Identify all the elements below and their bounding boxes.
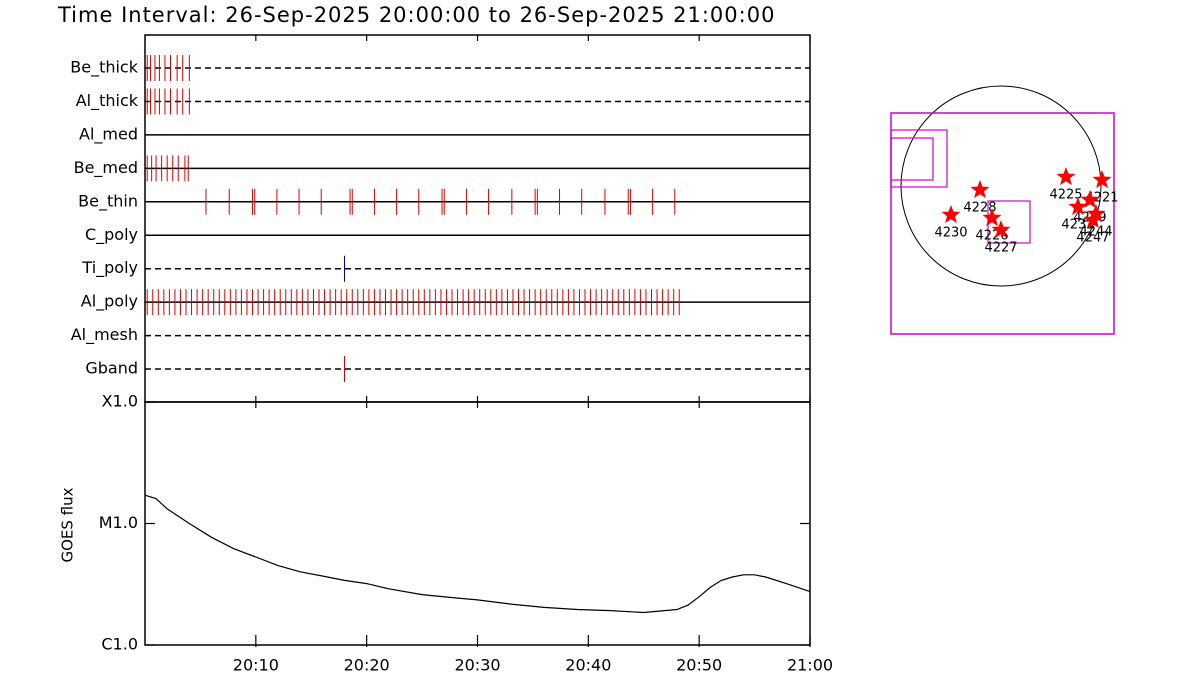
filter-label: Al_med — [79, 124, 138, 144]
region-label: 4247 — [1076, 230, 1109, 245]
region-label: 4225 — [1049, 188, 1082, 203]
region-label: 4232 — [1061, 218, 1094, 233]
y-tick-label: C1.0 — [101, 635, 138, 654]
region-star — [970, 180, 990, 198]
filter-label: Ti_poly — [81, 258, 138, 278]
fov-box — [890, 112, 1115, 335]
region-star — [1083, 210, 1103, 228]
fov-box — [890, 137, 934, 181]
x-tick-label: 20:40 — [565, 656, 611, 675]
filter-label: Be_thick — [70, 58, 138, 78]
region-label: 4228 — [963, 200, 996, 215]
region-star — [1080, 190, 1100, 208]
x-tick-label: 20:20 — [344, 656, 390, 675]
x-tick-label: 21:00 — [787, 656, 833, 675]
filter-label: Al_mesh — [71, 325, 138, 345]
x-tick-label: 20:30 — [454, 656, 500, 675]
filter-label: Gband — [85, 359, 138, 378]
filter-label: Al_thick — [76, 91, 139, 111]
region-star — [941, 205, 961, 223]
title: Time Interval: 26-Sep-2025 20:00:00 to 2… — [57, 3, 775, 27]
filter-label: C_poly — [85, 225, 138, 245]
x-tick-label: 20:10 — [233, 656, 279, 675]
region-star — [991, 220, 1011, 238]
y-tick-label: X1.0 — [102, 392, 138, 411]
region-label: 4244 — [1079, 225, 1112, 240]
solar-disk — [900, 85, 1102, 287]
region-star — [982, 208, 1002, 227]
filter-label: Al_poly — [81, 292, 138, 312]
y-axis-label: GOES flux — [59, 487, 77, 562]
y-tick-label: M1.0 — [99, 513, 138, 532]
region-star — [1068, 197, 1088, 216]
region-label: 4227 — [984, 240, 1017, 255]
goes-curve — [144, 494, 811, 614]
region-label: 4230 — [934, 225, 967, 240]
filter-label: Be_med — [74, 158, 138, 178]
region-star — [1086, 204, 1106, 223]
region-star — [1056, 167, 1076, 186]
region-star — [1092, 170, 1112, 188]
x-tick-label: 20:50 — [676, 656, 722, 675]
filter-label: Be_thin — [78, 191, 138, 211]
